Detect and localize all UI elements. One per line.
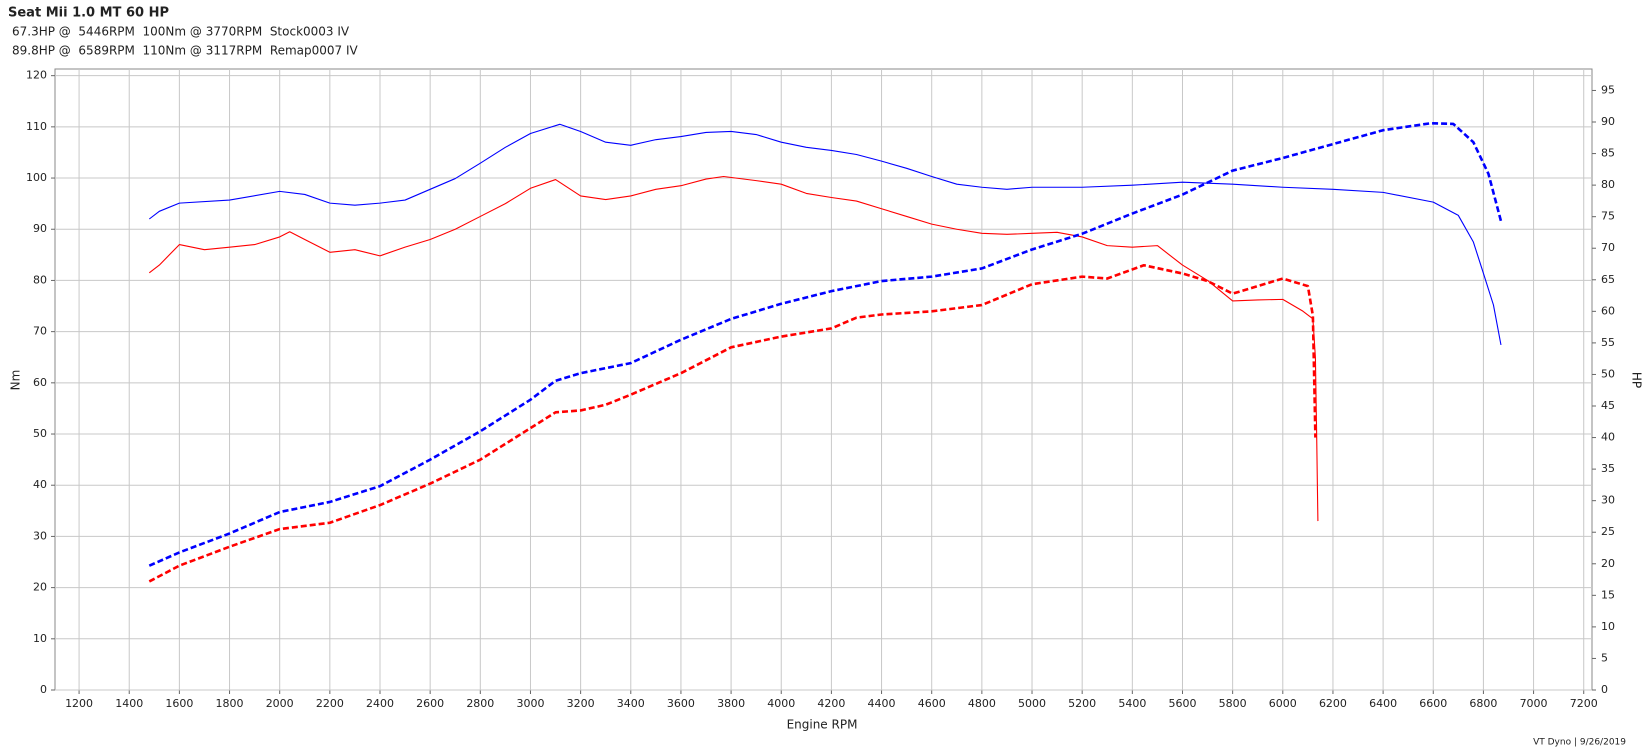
chart-title: Seat Mii 1.0 MT 60 HP [8,6,169,21]
x-tick-label: 5000 [1018,697,1046,710]
y2-tick-label: 30 [1601,494,1615,507]
y-tick-label: 110 [26,120,47,133]
power-curve [148,263,1317,583]
x-tick-label: 1200 [65,697,93,710]
x-tick-label: 3600 [667,697,695,710]
x-tick-label: 1400 [115,697,143,710]
y-tick-label: 30 [33,529,47,542]
run-summary: 89.8HP @ 6589RPM 110Nm @ 3117RPM Remap00… [12,44,359,58]
x-tick-label: 4000 [767,697,795,710]
x-tick-label: 4600 [918,697,946,710]
y-tick-label: 60 [33,376,47,389]
y2-tick-label: 5 [1601,651,1608,664]
y2-tick-label: 75 [1601,210,1615,223]
y-tick-label: 100 [26,171,47,184]
x-tick-label: 4200 [817,697,845,710]
y2-tick-label: 70 [1601,241,1615,254]
y2-tick-label: 65 [1601,273,1615,286]
y-tick-label: 70 [33,325,47,338]
y-tick-label: 10 [33,632,47,645]
y-axis-label: Nm [9,370,23,391]
torque-curve [148,175,1319,522]
x-tick-label: 4400 [868,697,896,710]
x-tick-label: 4800 [968,697,996,710]
y2-tick-label: 45 [1601,399,1615,412]
y2-tick-label: 60 [1601,304,1615,317]
y-tick-label: 120 [26,69,47,82]
y2-tick-label: 50 [1601,367,1615,380]
y-tick-label: 20 [33,581,47,594]
x-tick-label: 2200 [316,697,344,710]
x-tick-label: 6000 [1269,697,1297,710]
y2-tick-label: 90 [1601,115,1615,128]
x-tick-label: 3400 [617,697,645,710]
y2-tick-label: 10 [1601,620,1615,633]
x-tick-label: 2000 [266,697,294,710]
y2-tick-label: 55 [1601,336,1615,349]
y2-axis-label: HP [1630,372,1644,388]
footer: VT Dyno | 9/26/2019 [1533,738,1626,748]
x-tick-label: 6600 [1419,697,1447,710]
x-tick-label: 5800 [1219,697,1247,710]
y-tick-label: 80 [33,273,47,286]
x-tick-label: 1600 [165,697,193,710]
x-tick-label: 2600 [416,697,444,710]
x-tick-label: 2800 [466,697,494,710]
x-tick-label: 6400 [1369,697,1397,710]
x-tick-label: 2400 [366,697,394,710]
y2-tick-label: 15 [1601,588,1615,601]
y2-tick-label: 35 [1601,462,1615,475]
x-tick-label: 3200 [567,697,595,710]
plot-area [54,68,1593,691]
y2-tick-label: 25 [1601,525,1615,538]
x-tick-label: 3000 [516,697,544,710]
x-tick-label: 5400 [1118,697,1146,710]
y2-tick-label: 95 [1601,83,1615,96]
torque-curve [148,123,1502,346]
x-tick-label: 6200 [1319,697,1347,710]
y2-tick-label: 0 [1601,683,1608,696]
x-tick-label: 6800 [1469,697,1497,710]
x-tick-label: 7000 [1520,697,1548,710]
x-tick-label: 3800 [717,697,745,710]
power-curve [148,121,1503,567]
x-axis-label: Engine RPM [787,718,858,732]
run-summary: 67.3HP @ 5446RPM 100Nm @ 3770RPM Stock00… [12,25,350,39]
y2-tick-label: 40 [1601,431,1615,444]
y-tick-label: 90 [33,222,47,235]
x-tick-label: 5600 [1168,697,1196,710]
x-tick-label: 1800 [216,697,244,710]
x-tick-label: 5200 [1068,697,1096,710]
y-tick-label: 50 [33,427,47,440]
x-tick-label: 7200 [1570,697,1598,710]
y2-tick-label: 80 [1601,178,1615,191]
y2-tick-label: 20 [1601,557,1615,570]
y-tick-label: 40 [33,478,47,491]
y2-tick-label: 85 [1601,147,1615,160]
y-tick-label: 0 [40,683,47,696]
